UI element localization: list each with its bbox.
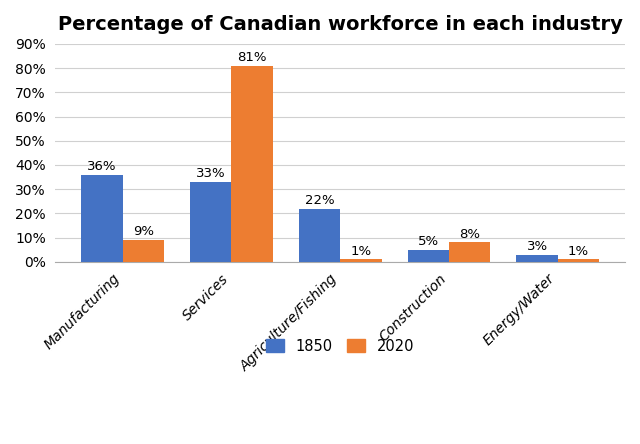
Text: 36%: 36% — [87, 160, 116, 173]
Legend: 1850, 2020: 1850, 2020 — [266, 339, 414, 354]
Text: 3%: 3% — [527, 240, 548, 253]
Text: 8%: 8% — [459, 228, 480, 241]
Bar — [516, 254, 558, 262]
Bar — [81, 174, 123, 262]
Bar — [232, 66, 273, 262]
Text: 33%: 33% — [196, 167, 226, 180]
Title: Percentage of Canadian workforce in each industry: Percentage of Canadian workforce in each… — [58, 15, 623, 34]
Bar — [449, 242, 490, 262]
Bar — [558, 259, 599, 262]
Text: 9%: 9% — [133, 225, 154, 238]
Bar — [190, 182, 232, 262]
Bar — [123, 240, 164, 262]
Bar — [299, 209, 340, 262]
Bar — [408, 250, 449, 262]
Text: 81%: 81% — [237, 51, 267, 64]
Text: 1%: 1% — [350, 245, 371, 258]
Text: 5%: 5% — [418, 235, 439, 248]
Text: 1%: 1% — [568, 245, 589, 258]
Bar — [340, 259, 381, 262]
Text: 22%: 22% — [305, 194, 334, 207]
